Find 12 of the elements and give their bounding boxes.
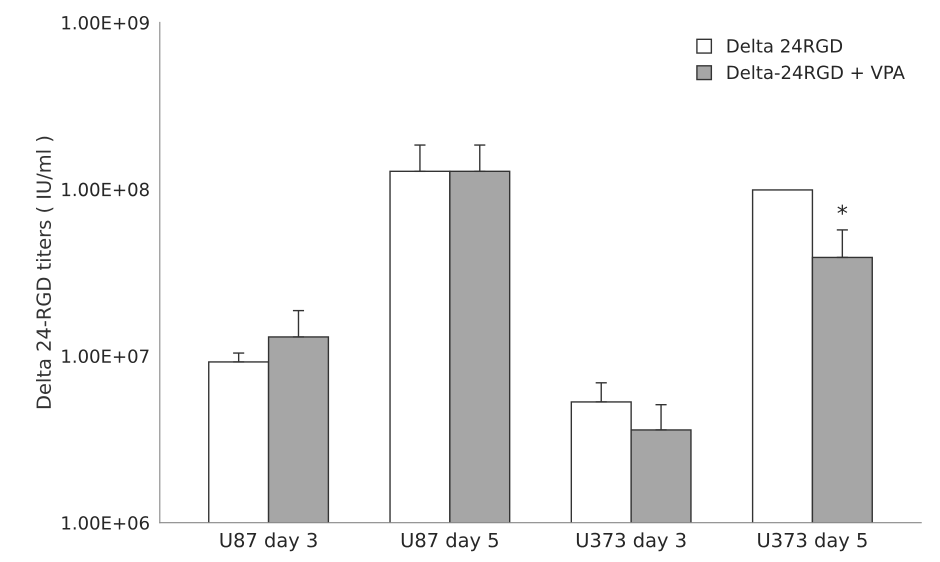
x-tick-label: U373 day 5 <box>758 532 867 552</box>
y-tick-label: 1.00E+07 <box>62 349 149 364</box>
y-tick-label: 1.00E+08 <box>62 182 149 196</box>
y-tick-label: 1.00E+06 <box>62 516 149 530</box>
legend-label: Delta 24RGD <box>728 38 842 53</box>
x-tick-label: U373 day 3 <box>576 532 686 552</box>
annotation: * <box>837 204 848 215</box>
legend-label: Delta-24RGD + VPA <box>728 65 905 80</box>
x-tick-label: U87 day 3 <box>220 532 317 552</box>
y-tick-label: 1.00E+09 <box>62 16 149 30</box>
y-axis-title: Delta 24-RGD titers ( IU/ml ) <box>36 136 54 408</box>
x-tick-label: U87 day 5 <box>402 532 498 552</box>
